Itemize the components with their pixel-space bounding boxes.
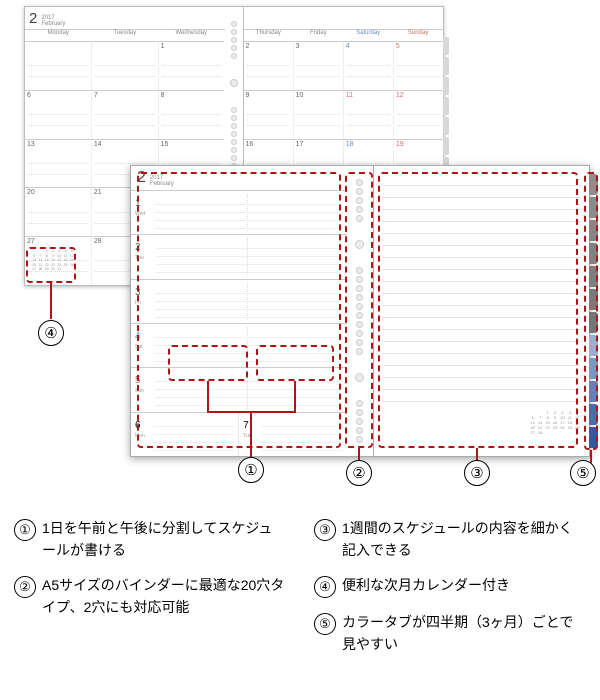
- monthly-dow-left: MondayTuesdayWednesday: [25, 29, 225, 41]
- weekly-left-page: 2 2017 February 1Wed2Thu3Fri4Sat5Sun6Mon…: [130, 165, 347, 457]
- weekly-days: 1Wed2Thu3Fri4Sat5Sun6Mon7Tue: [131, 190, 347, 456]
- weekly-color-tabs: [589, 174, 598, 448]
- weekly-right-page: 1234567891011121314151617181920212223242…: [373, 165, 591, 457]
- badge-5: ⑤: [570, 460, 596, 486]
- desc-item-3: ③ 1週間のスケジュールの内容を細かく記入できる: [314, 518, 586, 561]
- desc-badge-1: ①: [14, 519, 36, 541]
- badge-4: ④: [38, 320, 64, 346]
- monthly-month-number: 2: [29, 10, 37, 27]
- lead-4: [50, 283, 52, 319]
- badge-1: ①: [238, 457, 264, 483]
- desc-text-2: A5サイズのバインダーに最適な20穴タイプ、2穴にも対応可能: [42, 575, 286, 618]
- desc-item-1: ① 1日を午前と午後に分割してスケジュールが書ける: [14, 518, 286, 561]
- monthly-dow-right: ThursdayFridaySaturdaySunday: [244, 29, 444, 41]
- desc-badge-4: ④: [314, 576, 336, 598]
- weekly-month-label: 2017 February: [150, 175, 174, 187]
- desc-badge-5: ⑤: [314, 613, 336, 635]
- desc-item-2: ② A5サイズのバインダーに最適な20穴タイプ、2穴にも対応可能: [14, 575, 286, 618]
- desc-item-5: ⑤ カラータブが四半期（3ヶ月）ごとで見やすい: [314, 612, 586, 655]
- desc-badge-2: ②: [14, 576, 36, 598]
- descriptions: ① 1日を午前と午後に分割してスケジュールが書ける ② A5サイズのバインダーに…: [14, 518, 586, 670]
- diagram-stage: 2 2017 February MondayTuesdayWednesday 1…: [0, 0, 600, 470]
- desc-badge-3: ③: [314, 519, 336, 541]
- badge-3: ③: [464, 460, 490, 486]
- weekly-month-number: 2: [137, 169, 146, 187]
- desc-text-1: 1日を午前と午後に分割してスケジュールが書ける: [42, 518, 286, 561]
- weekly-binder-holes: [347, 165, 373, 457]
- badge-2: ②: [346, 460, 372, 486]
- mini-next-month-cal: 1234567891011121314151617181920212223242…: [31, 249, 75, 281]
- desc-item-4: ④ 便利な次月カレンダー付き: [314, 575, 586, 598]
- weekly-notes-ruled: [382, 174, 582, 402]
- desc-text-4: 便利な次月カレンダー付き: [342, 575, 586, 598]
- desc-text-3: 1週間のスケジュールの内容を細かく記入できる: [342, 518, 586, 561]
- weekly-spread: 2 2017 February 1Wed2Thu3Fri4Sat5Sun6Mon…: [130, 165, 590, 457]
- monthly-month-label: 2017 February: [41, 15, 65, 27]
- weekly-mini-cal: 1234567891011121314151617181920212223242…: [529, 410, 581, 450]
- desc-text-5: カラータブが四半期（3ヶ月）ごとで見やすい: [342, 612, 586, 655]
- lead-5: [590, 450, 592, 463]
